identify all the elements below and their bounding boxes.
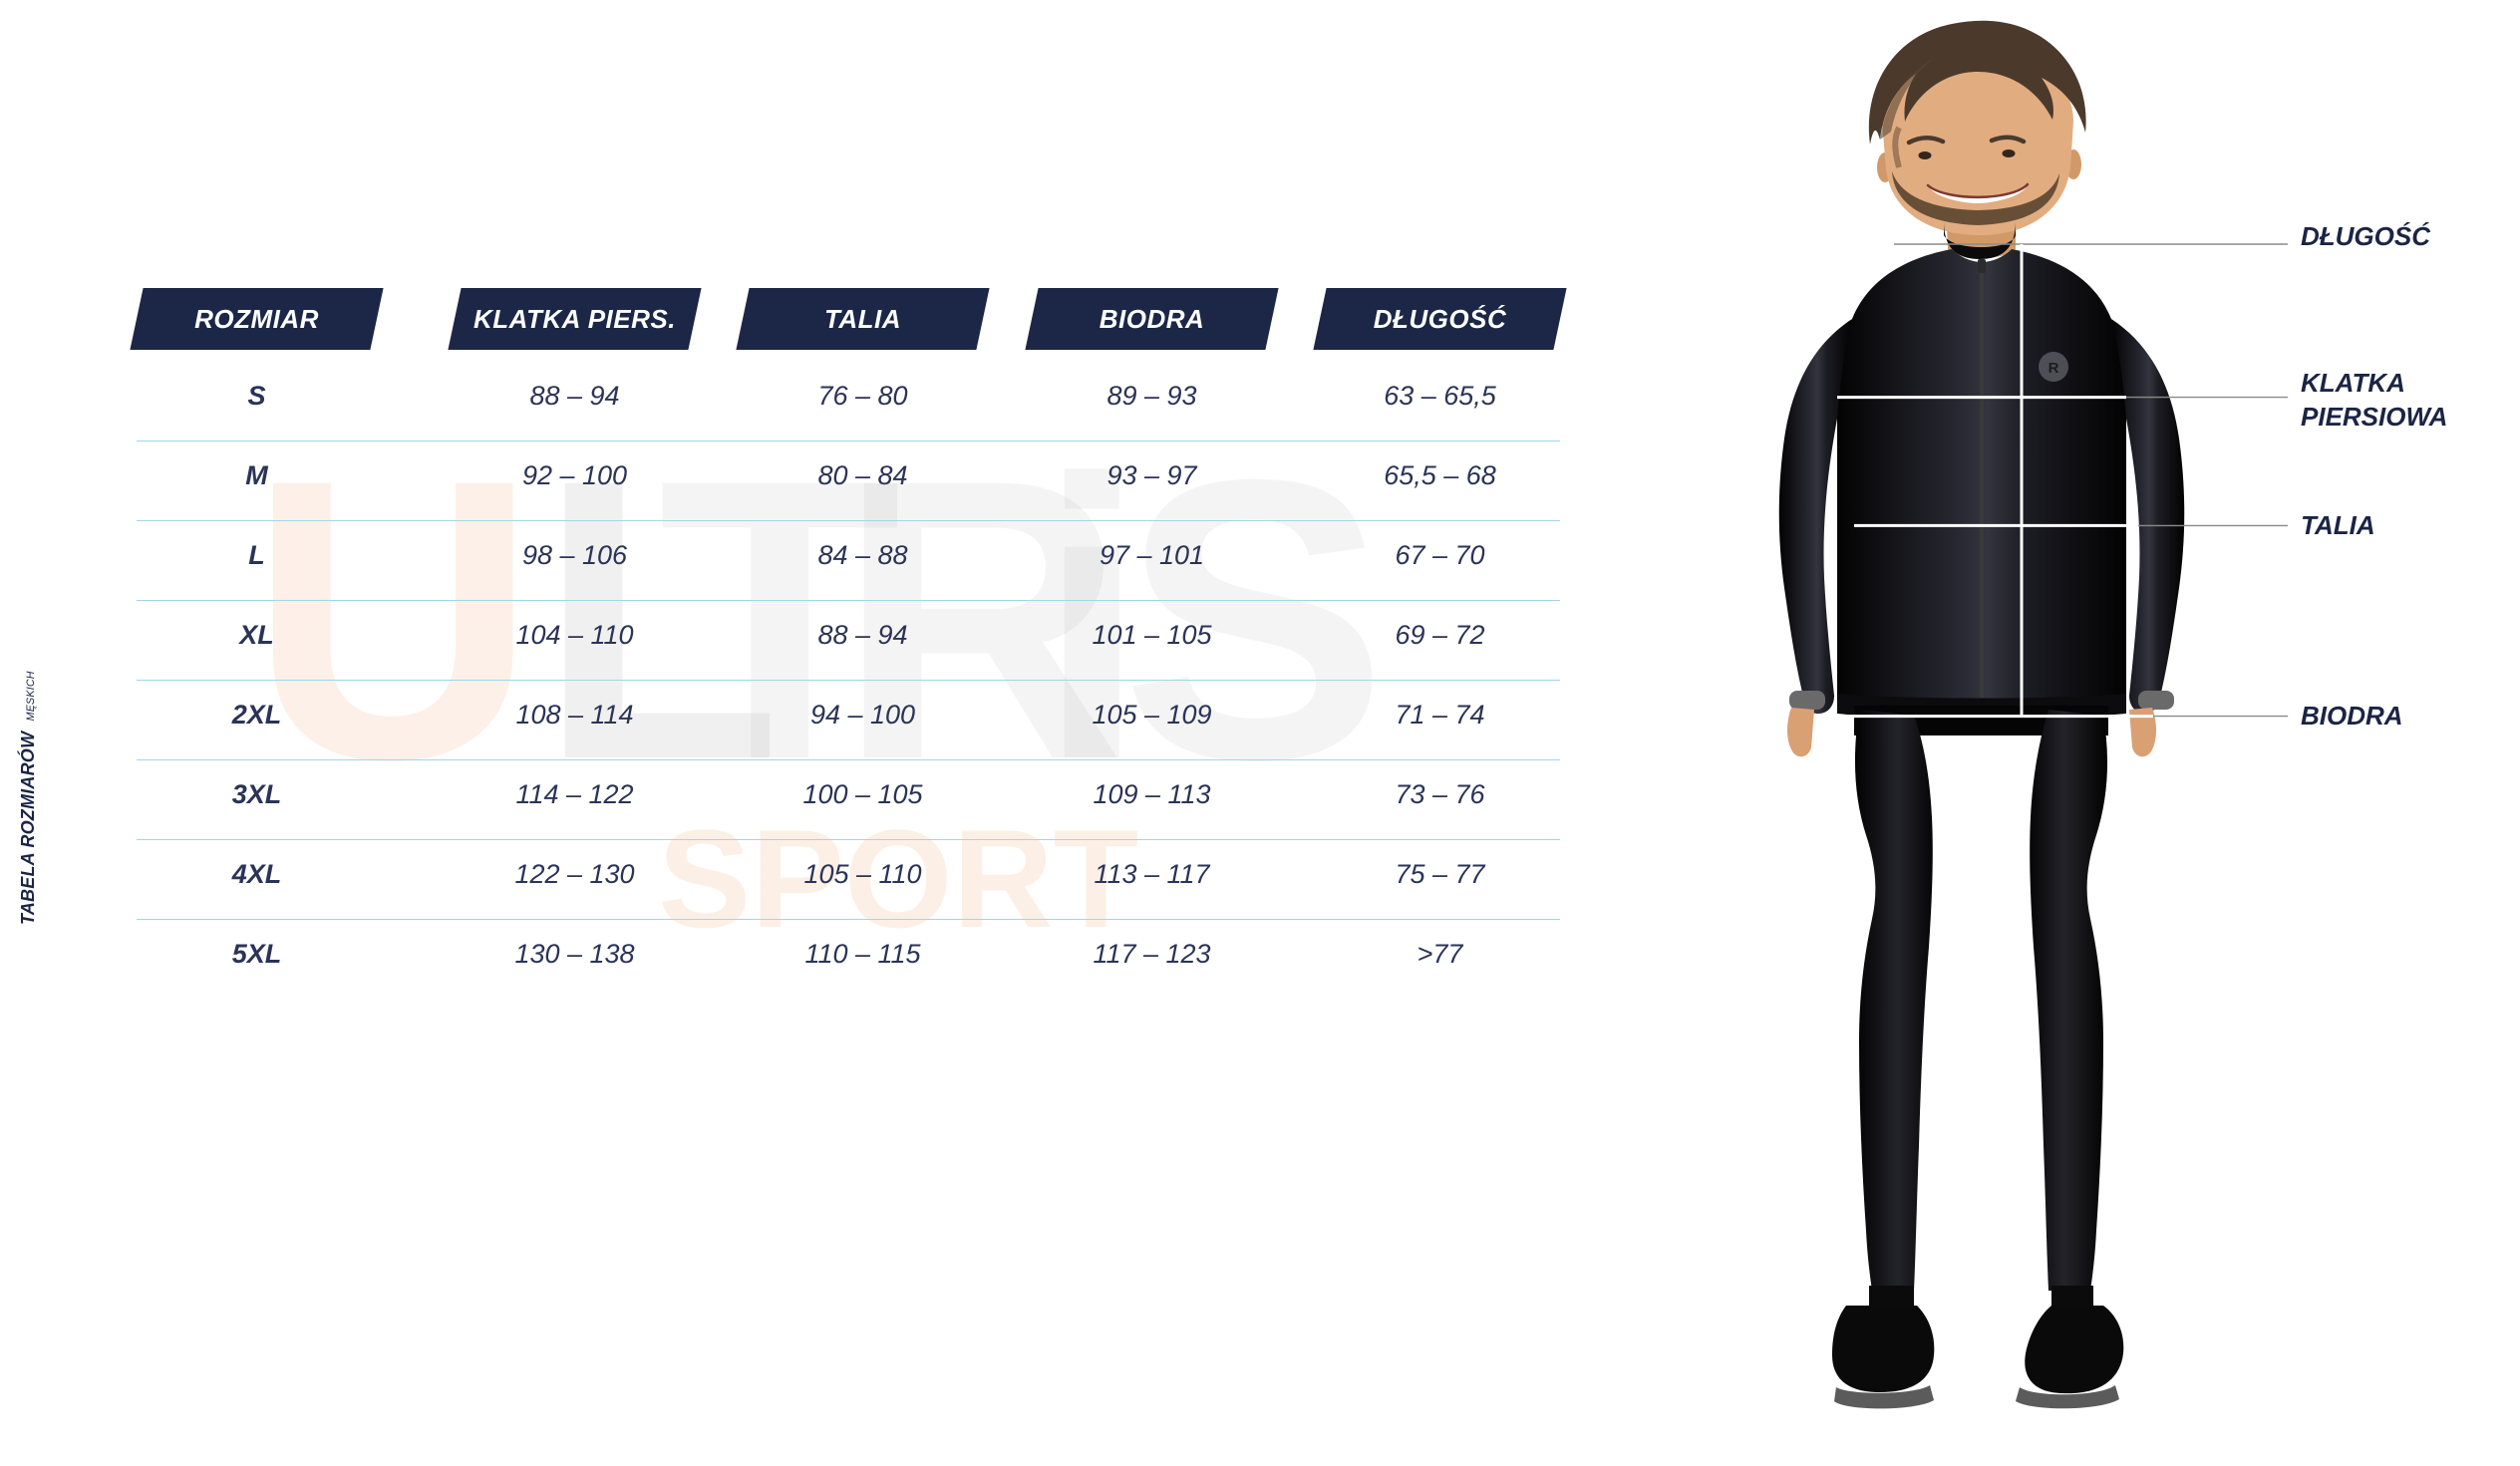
svg-text:R: R	[2048, 360, 2059, 377]
